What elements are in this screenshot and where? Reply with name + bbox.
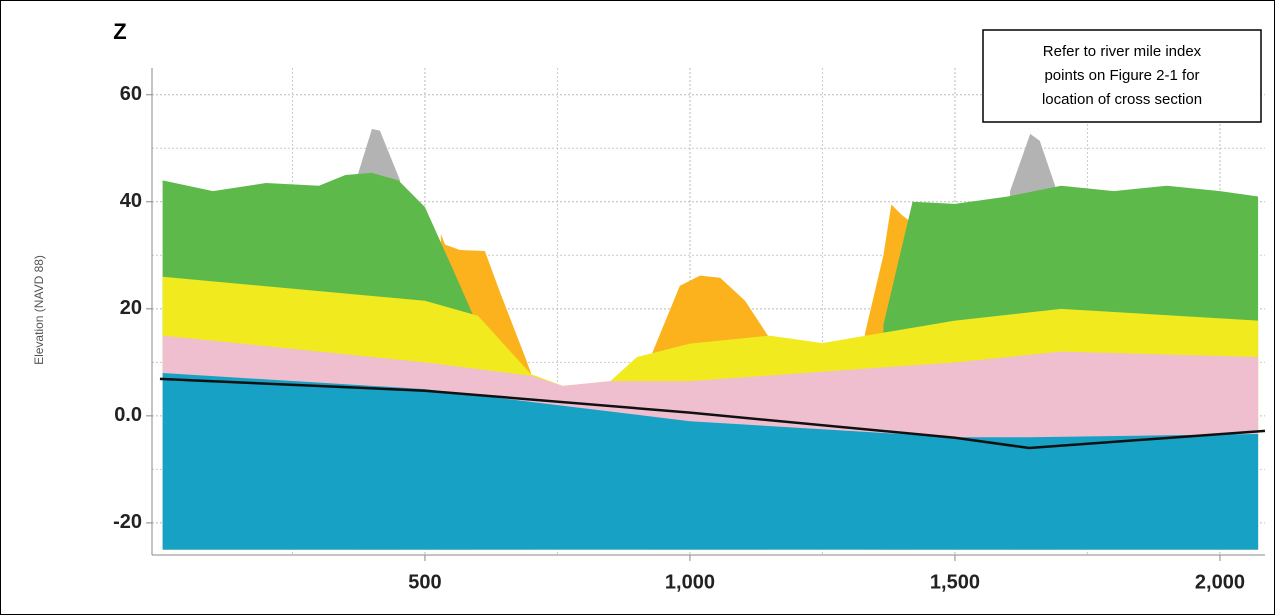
x-tick-label: 2,000 (1195, 571, 1245, 593)
y-tick-label: 60 (120, 83, 142, 105)
annotation-line: location of cross section (1042, 91, 1202, 108)
x-tick-label: 500 (408, 571, 441, 593)
y-tick-label: 40 (120, 190, 142, 212)
annotation: Refer to river mile index points on Figur… (1042, 43, 1202, 108)
chart: Z Elevation (NAVD 88) 500 1,000 1,500 2,000… (0, 0, 1275, 615)
y-tick-label: -20 (113, 511, 142, 533)
x-tick-label: 1,500 (930, 571, 980, 593)
y-tick-label: 0.0 (114, 404, 142, 426)
x-tick-label: 1,000 (665, 571, 715, 593)
annotation-line: points on Figure 2-1 for (1044, 67, 1199, 84)
y-tick-label: 20 (120, 297, 142, 319)
y-axis-label: Elevation (NAVD 88) (32, 255, 46, 365)
annotation-line: Refer to river mile index (1043, 43, 1202, 60)
chart-title: Z (113, 19, 126, 44)
